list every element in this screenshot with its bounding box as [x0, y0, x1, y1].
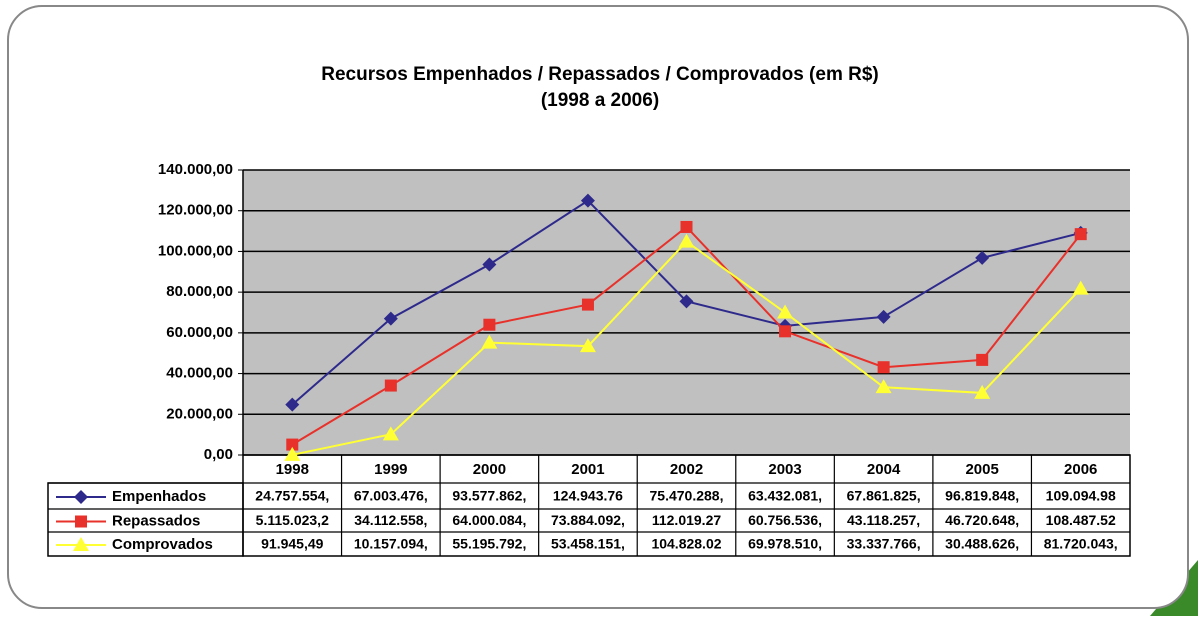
legend-label: Comprovados [112, 536, 213, 553]
y-tick-label: 0,00 [204, 446, 233, 463]
data-label: 30.488.626, [945, 536, 1019, 552]
chart-subtitle: (1998 a 2006) [541, 90, 659, 111]
point [975, 250, 990, 265]
plot-area [243, 170, 1130, 455]
point [74, 490, 88, 504]
point [481, 334, 498, 349]
point [779, 325, 792, 338]
data-label: 93.577.862, [452, 488, 526, 504]
data-label: 109.094.98 [1046, 488, 1116, 504]
point [976, 353, 989, 366]
point [482, 257, 497, 272]
data-label: 24.757.554, [255, 488, 329, 504]
point [680, 220, 693, 233]
data-label: 96.819.848, [945, 488, 1019, 504]
data-label: 67.003.476, [354, 488, 428, 504]
point [285, 397, 300, 412]
point [678, 233, 695, 248]
y-tick-label: 60.000,00 [166, 324, 233, 341]
point [75, 515, 87, 528]
y-tick-label: 140.000,00 [158, 161, 233, 178]
point [974, 384, 991, 399]
point [382, 426, 399, 441]
data-label: 33.337.766, [847, 536, 921, 552]
data-label: 34.112.558, [354, 512, 427, 528]
point [73, 537, 89, 551]
point [383, 311, 398, 326]
point [483, 318, 496, 331]
chart-title: Recursos Empenhados / Repassados / Compr… [321, 64, 879, 85]
data-label: 104.828.02 [651, 536, 721, 552]
point [777, 304, 794, 319]
point [581, 298, 594, 311]
x-tick-label: 2005 [965, 461, 998, 478]
data-label: 53.458.151, [551, 536, 625, 552]
data-label: 108.487.52 [1046, 512, 1116, 528]
data-label: 63.432.081, [748, 488, 822, 504]
x-tick-label: 2001 [571, 461, 604, 478]
data-label: 43.118.257, [847, 512, 920, 528]
x-tick-label: 2000 [473, 461, 506, 478]
data-label: 91.945,49 [261, 536, 323, 552]
x-tick-label: 1999 [374, 461, 407, 478]
point [1072, 280, 1089, 295]
point [876, 309, 891, 324]
y-tick-label: 80.000,00 [166, 283, 233, 300]
point [1074, 228, 1087, 241]
y-tick-label: 120.000,00 [158, 202, 233, 219]
point [580, 193, 595, 208]
point [679, 294, 694, 309]
point [286, 438, 299, 451]
y-tick-label: 20.000,00 [166, 405, 233, 422]
x-tick-label: 2002 [670, 461, 703, 478]
data-label: 69.978.510, [748, 536, 822, 552]
data-label: 67.861.825, [847, 488, 921, 504]
data-label: 75.470.288, [650, 488, 724, 504]
x-tick-label: 2006 [1064, 461, 1097, 478]
data-label: 5.115.023,2 [256, 512, 329, 528]
point [877, 361, 890, 374]
data-label: 60.756.536, [748, 512, 822, 528]
data-label: 55.195.792, [452, 536, 526, 552]
point [579, 338, 596, 353]
point [284, 446, 301, 461]
data-label: 124.943.76 [553, 488, 623, 504]
data-label: 46.720.648, [945, 512, 1019, 528]
legend-label: Repassados [112, 512, 200, 529]
data-label: 112.019.27 [652, 512, 722, 528]
x-tick-label: 1998 [276, 461, 309, 478]
x-tick-label: 2003 [768, 461, 801, 478]
point [384, 379, 397, 392]
point [875, 379, 892, 394]
data-label: 73.884.092, [551, 512, 625, 528]
y-tick-label: 40.000,00 [166, 365, 233, 382]
legend-label: Empenhados [112, 488, 206, 505]
data-label: 81.720.043, [1044, 536, 1118, 552]
y-tick-label: 100.000,00 [158, 242, 233, 259]
data-label: 10.157.094, [354, 536, 428, 552]
x-tick-label: 2004 [867, 461, 901, 478]
data-label: 64.000.084, [452, 512, 526, 528]
